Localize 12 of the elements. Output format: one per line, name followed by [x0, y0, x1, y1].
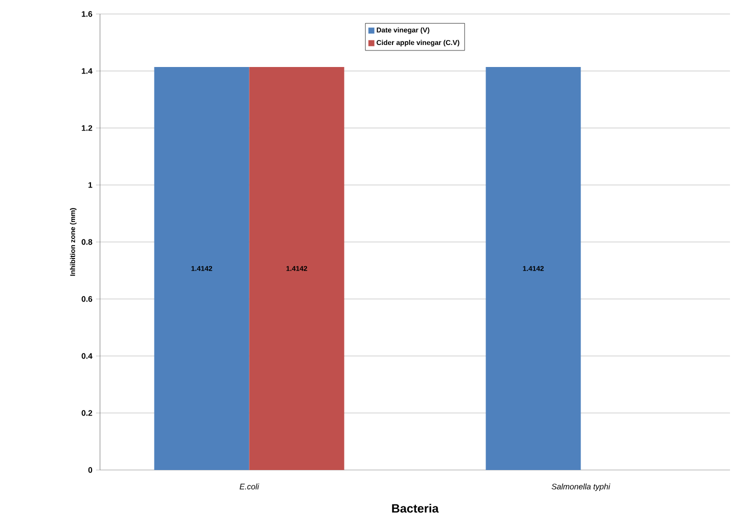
y-tick-label: 0: [88, 467, 92, 473]
y-tick-label: 1.2: [82, 125, 92, 131]
y-tick-label: 1.4: [82, 68, 92, 74]
y-tick-label: 1: [88, 182, 92, 188]
y-tick-label: 0.2: [82, 410, 92, 416]
x-axis-title: Bacteria: [392, 504, 439, 513]
x-tick-label: Salmonella typhi: [552, 484, 610, 491]
y-tick-label: 0.6: [82, 296, 92, 302]
y-tick-label: 0.4: [82, 353, 92, 359]
y-tick-label: 0.8: [82, 239, 92, 245]
y-tick-label: 1.6: [82, 11, 92, 17]
x-tick-label: E.coli: [240, 484, 260, 490]
